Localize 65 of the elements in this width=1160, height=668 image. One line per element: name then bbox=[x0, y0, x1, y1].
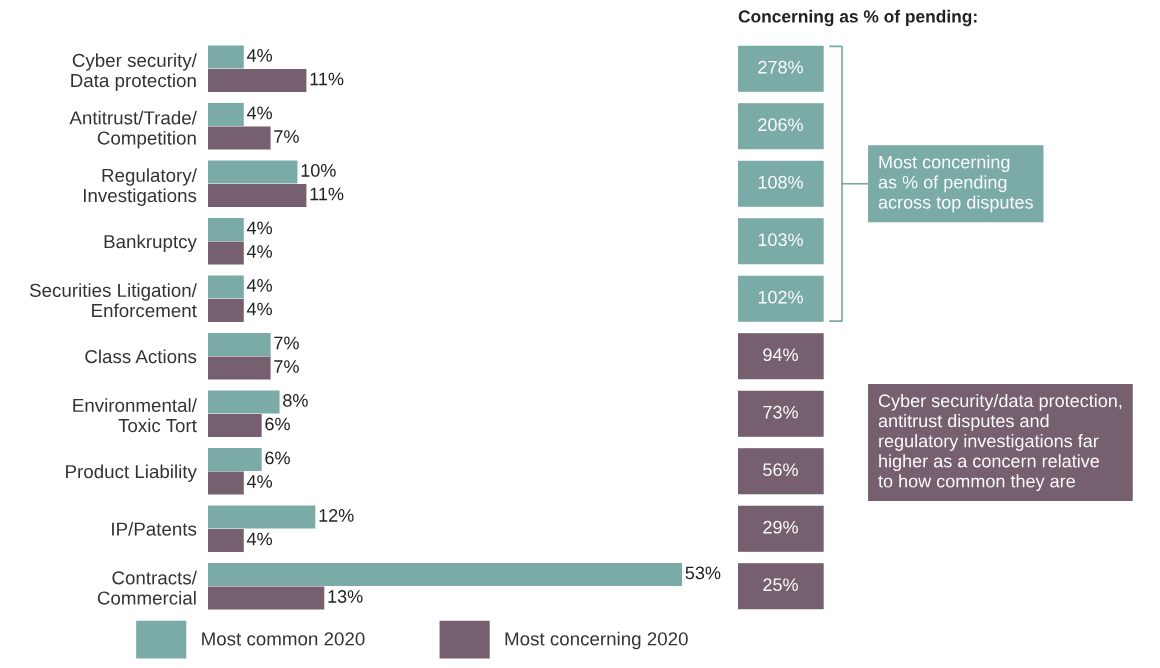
data-label: 4% bbox=[246, 475, 273, 488]
data-label: 4% bbox=[246, 302, 273, 316]
bar bbox=[208, 356, 271, 380]
text: 278% bbox=[758, 60, 803, 74]
bar bbox=[208, 586, 325, 610]
bar bbox=[208, 447, 262, 471]
bar bbox=[208, 332, 271, 356]
data-label: 6% bbox=[265, 451, 290, 465]
text: 102% bbox=[758, 290, 803, 304]
bar bbox=[208, 299, 244, 323]
y-tick-label: Antitrust/Trade/ Competition bbox=[69, 110, 197, 149]
bar bbox=[208, 505, 316, 529]
data-label: 13% bbox=[328, 590, 363, 603]
data-label: 4% bbox=[246, 221, 273, 235]
y-tick-label: Cyber security/ Data protection bbox=[71, 53, 197, 91]
y-tick-label: Securities Litigation/ Enforcement bbox=[29, 283, 197, 318]
data-label: 10% bbox=[301, 164, 336, 177]
bar bbox=[208, 102, 244, 126]
bar bbox=[208, 45, 244, 69]
data-label: 4% bbox=[246, 279, 273, 292]
bar bbox=[208, 390, 280, 414]
data-label: 6% bbox=[265, 417, 290, 431]
text: 56% bbox=[763, 463, 798, 477]
legend-label: Most concerning 2020 bbox=[505, 631, 688, 650]
data-label: 4% bbox=[246, 532, 273, 546]
data-label: 4% bbox=[246, 245, 273, 258]
bar bbox=[208, 241, 244, 265]
data-label: 12% bbox=[319, 509, 354, 522]
y-tick-label: Bankruptcy bbox=[104, 234, 197, 252]
text: Most concerning as % of pending across top disputes bbox=[878, 155, 1033, 213]
data-label: 4% bbox=[246, 106, 273, 120]
text: 94% bbox=[763, 348, 798, 362]
bar bbox=[208, 275, 244, 299]
data-label: 7% bbox=[274, 130, 299, 143]
text: 103% bbox=[758, 233, 803, 247]
data-label: 7% bbox=[274, 360, 299, 373]
bar bbox=[208, 562, 683, 586]
data-label: 7% bbox=[274, 336, 299, 350]
text: 29% bbox=[763, 520, 798, 534]
text: 25% bbox=[763, 578, 798, 592]
text: Concerning as % of pending: bbox=[738, 9, 977, 27]
bar bbox=[208, 471, 244, 495]
y-tick-label: Contracts/ Commercial bbox=[97, 570, 197, 605]
data-label: 11% bbox=[310, 187, 344, 201]
bar bbox=[208, 126, 271, 150]
data-label: 8% bbox=[283, 394, 308, 407]
bar bbox=[208, 217, 244, 241]
text: 73% bbox=[763, 405, 798, 419]
legend-label: Most common 2020 bbox=[202, 632, 365, 646]
data-label: 11% bbox=[310, 72, 344, 86]
y-tick-label: IP/Patents bbox=[112, 521, 197, 536]
y-tick-label: Regulatory/ Investigations bbox=[83, 168, 197, 206]
text: Cyber security/data protection, antitrust disputes and regulatory investigations far higher as a concern relative to how common they are bbox=[878, 393, 1122, 492]
bar bbox=[208, 184, 307, 208]
bar bbox=[208, 414, 262, 438]
bar bbox=[208, 529, 244, 553]
text: 206% bbox=[758, 118, 803, 132]
y-tick-label: Environmental/ Toxic Tort bbox=[73, 398, 197, 433]
data-label: 4% bbox=[246, 49, 273, 62]
text: 108% bbox=[758, 175, 803, 189]
bar bbox=[208, 69, 307, 93]
y-tick-label: Class Actions bbox=[85, 349, 197, 364]
data-label: 53% bbox=[685, 566, 721, 580]
y-tick-label: Product Liability bbox=[66, 464, 197, 482]
bar bbox=[208, 160, 298, 184]
